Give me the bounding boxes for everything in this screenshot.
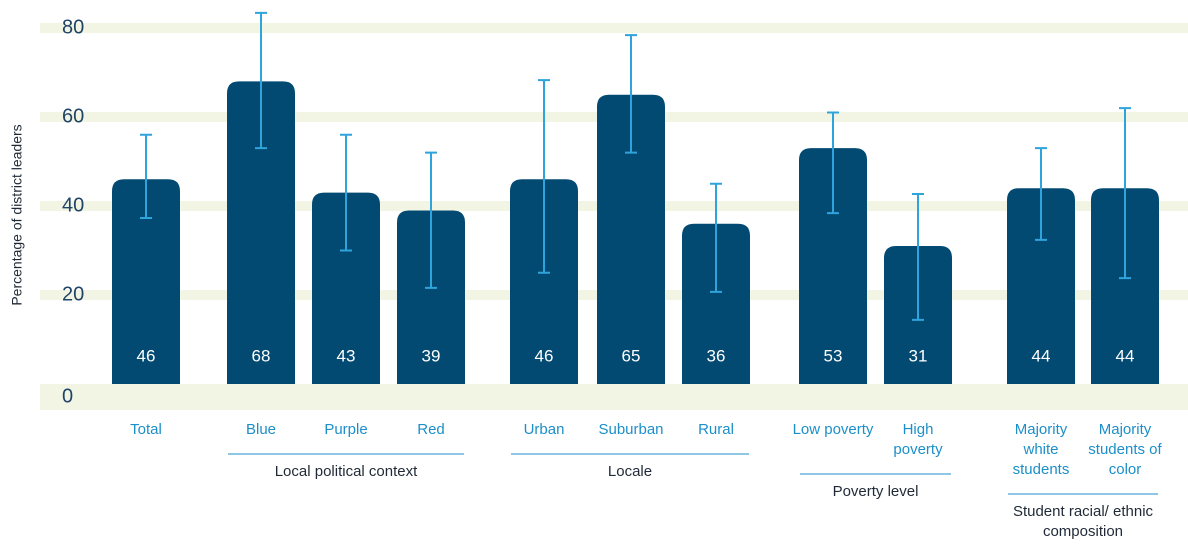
bar	[799, 148, 867, 384]
y-axis-label: Percentage of district leaders	[9, 124, 25, 305]
x-tick-label: Majority white students	[1012, 421, 1070, 478]
value-label: 43	[337, 346, 356, 365]
bar	[227, 81, 295, 385]
error-bar	[340, 133, 352, 252]
value-label: 31	[909, 346, 928, 365]
error-bar	[912, 192, 924, 321]
error-bar	[827, 111, 839, 215]
y-tick-label: 40	[62, 194, 84, 216]
group-label: Local political context	[274, 463, 418, 480]
group-label: Poverty level	[832, 483, 919, 500]
x-tick-label: High poverty	[893, 421, 943, 458]
value-label: 53	[824, 346, 843, 365]
x-tick-label: Purple	[324, 421, 368, 438]
bar	[397, 210, 465, 384]
group-label: Locale	[607, 463, 653, 480]
value-label: 46	[535, 346, 554, 365]
bar	[510, 179, 578, 384]
bar	[312, 192, 380, 384]
error-bar	[255, 11, 267, 150]
bar	[682, 223, 750, 384]
y-tick-label: 80	[62, 16, 84, 38]
x-tick-label: Majority students of color	[1088, 421, 1162, 478]
x-tick-label: Suburban	[598, 421, 664, 438]
y-tick-label: 20	[62, 283, 84, 305]
x-tick-label: Red	[417, 421, 445, 438]
bar	[597, 94, 665, 384]
error-bar	[425, 151, 437, 289]
x-tick-label: Rural	[698, 421, 734, 438]
error-bar	[1035, 147, 1047, 241]
value-label: 44	[1032, 346, 1051, 365]
group-label: Student racial/ ethnic composition	[1012, 503, 1154, 540]
baseline-band	[40, 384, 1188, 410]
x-tick-label: Total	[130, 421, 162, 438]
x-tick-label: Blue	[245, 421, 277, 438]
value-label: 44	[1116, 346, 1135, 365]
error-bar	[538, 79, 550, 274]
bar	[1091, 188, 1159, 384]
value-label: 36	[707, 346, 726, 365]
error-bar	[140, 133, 152, 220]
error-bar	[1119, 107, 1131, 280]
bar	[1007, 188, 1075, 384]
error-bar	[710, 182, 722, 293]
x-tick-label: Low poverty	[792, 421, 874, 438]
x-tick-label: Urban	[523, 421, 565, 438]
y-tick-label: 0	[62, 385, 73, 407]
value-label: 68	[252, 346, 271, 365]
value-label: 65	[622, 346, 641, 365]
value-label: 46	[137, 346, 156, 365]
value-label: 39	[422, 346, 441, 365]
error-bar	[625, 34, 637, 154]
y-tick-label: 60	[62, 105, 84, 127]
bar	[112, 179, 180, 384]
